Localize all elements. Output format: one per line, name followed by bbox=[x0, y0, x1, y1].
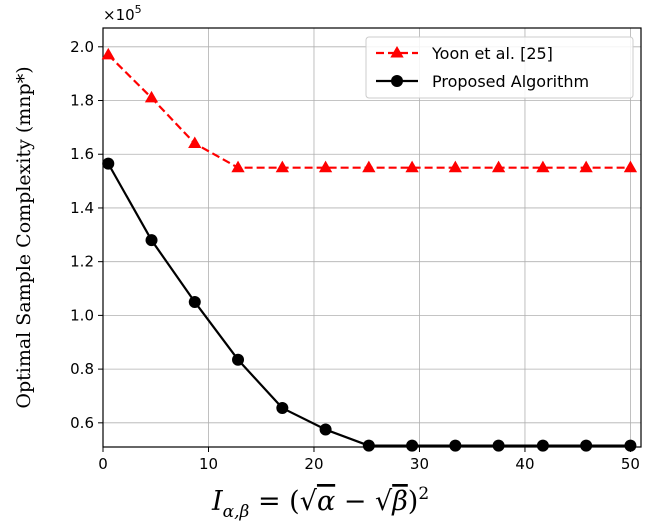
y-multiplier-exponent: 5 bbox=[135, 3, 142, 16]
x-label-main: I bbox=[211, 486, 224, 517]
data-point-triangle bbox=[448, 160, 462, 173]
y-tick-label: 1.4 bbox=[70, 199, 94, 217]
data-point-triangle bbox=[188, 136, 202, 149]
x-label-subscript: α,β bbox=[223, 502, 250, 522]
legend-label-0: Yoon et al. [25] bbox=[431, 44, 553, 63]
y-tick-label: 1.8 bbox=[70, 92, 94, 110]
data-point-circle bbox=[449, 439, 462, 452]
data-point-circle bbox=[276, 402, 289, 415]
x-tick-label: 0 bbox=[98, 455, 108, 473]
legend-box bbox=[365, 36, 634, 99]
x-tick-label: 10 bbox=[199, 455, 218, 473]
x-tick-label: 20 bbox=[304, 455, 323, 473]
x-label-eq: = ( bbox=[249, 486, 299, 517]
y-tick-label: 2.0 bbox=[70, 38, 94, 56]
legend-marker-triangle bbox=[390, 46, 404, 58]
data-point-triangle bbox=[623, 160, 638, 173]
data-point-triangle bbox=[536, 160, 550, 173]
data-point-circle bbox=[362, 439, 375, 452]
data-point-triangle bbox=[275, 160, 289, 173]
x-tick-label: 30 bbox=[410, 455, 429, 473]
data-point-circle bbox=[580, 439, 593, 452]
data-point-triangle bbox=[491, 160, 506, 173]
y-tick-label: 0.6 bbox=[70, 414, 94, 432]
data-point-triangle bbox=[144, 90, 159, 103]
data-point-triangle bbox=[362, 160, 376, 173]
data-point-triangle bbox=[101, 47, 115, 60]
y-tick-label: 1.0 bbox=[70, 306, 94, 324]
data-point-triangle bbox=[231, 160, 245, 173]
x-label-minus: − bbox=[335, 486, 375, 517]
x-axis-label: Iα,β = (√α − √β)2 bbox=[211, 484, 429, 522]
x-label-close: ) bbox=[408, 486, 419, 517]
y-tick-label: 1.2 bbox=[70, 253, 94, 271]
data-point-triangle bbox=[318, 160, 333, 173]
data-point-circle bbox=[145, 234, 158, 247]
y-tick-label: 0.8 bbox=[70, 360, 94, 378]
y-multiplier-label: ×105 bbox=[103, 3, 142, 24]
x-label-superscript: 2 bbox=[418, 484, 429, 504]
data-point-circle bbox=[102, 157, 115, 170]
data-point-circle bbox=[232, 353, 245, 366]
y-multiplier-base: ×10 bbox=[103, 6, 135, 24]
series-line-1 bbox=[107, 163, 631, 447]
data-point-circle bbox=[319, 423, 332, 436]
x-tick-label: 50 bbox=[621, 455, 640, 473]
data-point-circle bbox=[624, 439, 637, 452]
data-point-circle bbox=[188, 295, 201, 308]
x-tick-label: 40 bbox=[515, 455, 534, 473]
data-point-circle bbox=[492, 439, 505, 452]
x-label-sqrt1: √ bbox=[300, 486, 318, 517]
legend-label-1: Proposed Algorithm bbox=[432, 72, 589, 91]
axis-ticks: 0 10 20 30 40 50 0.6 0.8 1.0 1.2 1.4 1.6 1.8 2.0 bbox=[70, 38, 640, 473]
data-point-circle bbox=[536, 439, 549, 452]
series bbox=[101, 47, 638, 452]
x-label-sqrt2: √ bbox=[375, 486, 393, 517]
legend-marker-circle bbox=[391, 75, 403, 87]
data-point-circle bbox=[406, 439, 419, 452]
data-point-triangle bbox=[405, 160, 419, 173]
legend: Yoon et al. [25] Proposed Algorithm bbox=[365, 36, 634, 99]
y-tick-label: 1.6 bbox=[70, 145, 94, 163]
x-label-beta: β bbox=[391, 486, 408, 517]
data-point-triangle bbox=[579, 160, 593, 173]
y-axis-label: Optimal Sample Complexity (mnp*) bbox=[13, 66, 35, 408]
x-label-alpha: α bbox=[317, 486, 335, 517]
